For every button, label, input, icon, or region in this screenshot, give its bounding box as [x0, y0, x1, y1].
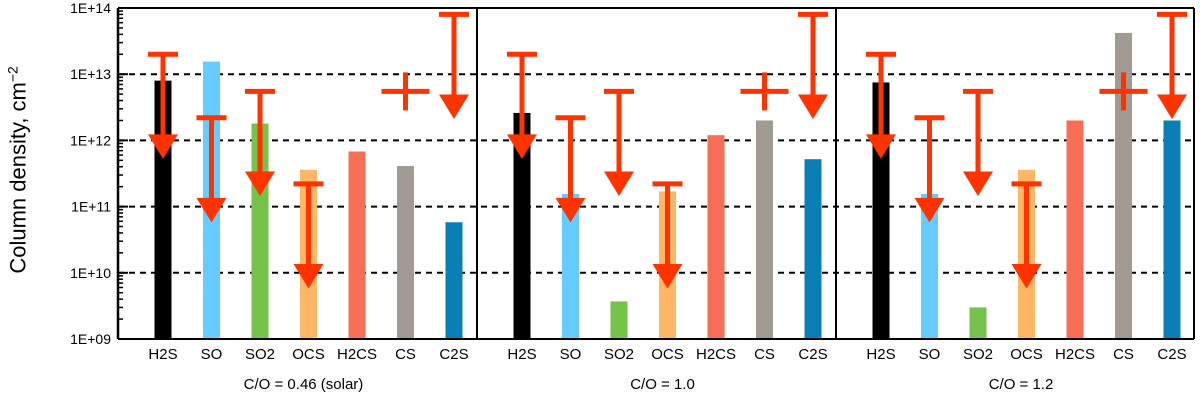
category-label: C2S: [439, 346, 468, 363]
category-label: SO2: [245, 346, 275, 363]
category-label: SO2: [963, 346, 993, 363]
upper-limit-arrow: [555, 115, 586, 223]
bar-layer: [154, 32, 1181, 340]
upper-limit-arrow: [1157, 11, 1187, 120]
limit-marker-layer: [148, 11, 1187, 289]
category-label: SO: [560, 346, 582, 363]
y-tick-label: 1E+11: [71, 199, 111, 215]
bar-h2s: [513, 112, 531, 339]
upper-limit-arrow: [507, 51, 537, 159]
category-label: SO: [919, 346, 941, 363]
upper-limit-arrow: [798, 11, 828, 120]
detection-cross: [1099, 72, 1148, 111]
upper-limit-arrow: [652, 181, 683, 289]
category-label: H2CS: [696, 346, 736, 363]
category-label: OCS: [292, 346, 325, 363]
bar-c2s: [1163, 120, 1181, 339]
upper-limit-arrow: [196, 115, 227, 223]
category-label: CS: [754, 346, 775, 363]
upper-limit-arrow: [245, 88, 275, 196]
bar-h2cs: [348, 151, 366, 339]
category-label: CS: [395, 346, 416, 363]
bar-so: [921, 194, 938, 339]
y-tick-label: 1E+10: [70, 265, 111, 281]
category-label: C2S: [1157, 346, 1186, 363]
panel-label: C/O = 0.46 (solar): [244, 376, 364, 393]
frame-layer: [116, 7, 1195, 340]
bar-so2: [610, 301, 628, 339]
bar-so2: [969, 307, 987, 339]
panel-label: C/O = 1.2: [989, 376, 1054, 393]
grid-layer: [118, 73, 1194, 274]
category-label: SO2: [604, 346, 634, 363]
category-label: H2CS: [1055, 346, 1095, 363]
y-tick-label: 1E+14: [70, 0, 111, 16]
category-label: OCS: [651, 346, 684, 363]
text-layer: 1E+09 1E+10 1E+11 1E+12 1E+13 1E+14 H2S SO SO2 OC…: [70, 0, 1186, 393]
upper-limit-arrow: [148, 51, 178, 159]
category-label: H2S: [148, 346, 177, 363]
y-tick-label: 1E+12: [70, 132, 111, 148]
category-label: SO: [201, 346, 223, 363]
category-label: C2S: [798, 346, 827, 363]
bar-h2cs: [707, 135, 725, 339]
category-label: OCS: [1010, 346, 1043, 363]
upper-limit-arrow: [866, 51, 896, 159]
bar-cs: [756, 120, 773, 339]
category-label: H2S: [507, 346, 536, 363]
bar-cs: [1115, 32, 1132, 340]
bar-so: [562, 194, 579, 339]
bar-cs: [397, 166, 414, 339]
upper-limit-arrow: [604, 88, 634, 196]
detection-cross: [381, 72, 430, 111]
bar-h2cs: [1066, 120, 1084, 339]
upper-limit-arrow: [293, 181, 324, 289]
panel-label: C/O = 1.0: [630, 376, 695, 393]
upper-limit-arrow: [439, 11, 469, 120]
upper-limit-arrow: [1011, 181, 1042, 289]
bar-c2s: [445, 222, 463, 339]
category-label: H2CS: [337, 346, 377, 363]
upper-limit-arrow: [963, 88, 993, 196]
category-label: H2S: [866, 346, 895, 363]
y-tick-label: 1E+09: [70, 331, 111, 347]
y-tick-label: 1E+13: [70, 66, 111, 82]
detection-cross: [740, 72, 789, 111]
upper-limit-arrow: [914, 115, 945, 223]
bar-c2s: [804, 159, 822, 339]
category-label: CS: [1113, 346, 1134, 363]
